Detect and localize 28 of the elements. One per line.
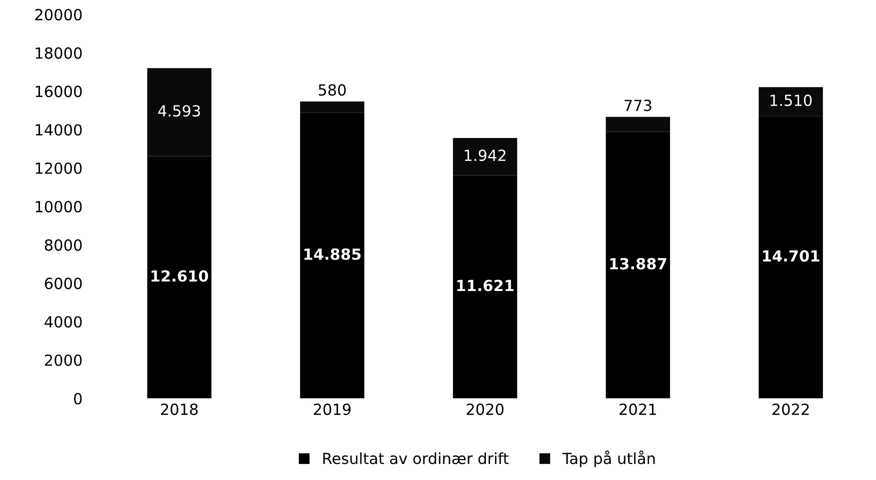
y-tick-label: 12000 <box>36 162 82 174</box>
y-tick-label: 14000 <box>36 124 82 136</box>
data-label: 1.942 <box>464 150 506 162</box>
y-tick-label: 2000 <box>44 354 82 366</box>
data-label: 14.885 <box>304 248 361 260</box>
data-label: 12.610 <box>152 270 208 282</box>
data-label: 1.510 <box>770 94 812 106</box>
x-tick-label: 2022 <box>772 404 809 416</box>
x-tick-label: 2021 <box>620 404 656 416</box>
x-tick-label: 2018 <box>161 404 198 416</box>
y-tick-label: 20000 <box>35 8 82 20</box>
y-tick-label: 10000 <box>36 200 82 212</box>
y-tick-label: 8000 <box>44 239 82 251</box>
y-tick-label: 18000 <box>36 47 82 59</box>
legend-label: Resultat av ordinær drift <box>323 452 509 464</box>
y-tick-label: 4000 <box>44 316 82 328</box>
data-label: 580 <box>318 84 346 96</box>
x-tick-label: 2020 <box>466 404 504 416</box>
data-label: 14.701 <box>763 250 820 262</box>
data-label: 773 <box>624 100 652 112</box>
y-tick-label: 0 <box>74 392 82 404</box>
y-tick-label: 16000 <box>36 86 82 98</box>
data-label: 13.887 <box>610 258 666 270</box>
legend-label: Tap på utlån <box>562 450 655 468</box>
x-tick-label: 2019 <box>314 404 351 416</box>
data-label: 4.593 <box>158 105 200 117</box>
y-tick-label: 6000 <box>44 278 82 290</box>
data-label: 11.621 <box>457 280 514 292</box>
